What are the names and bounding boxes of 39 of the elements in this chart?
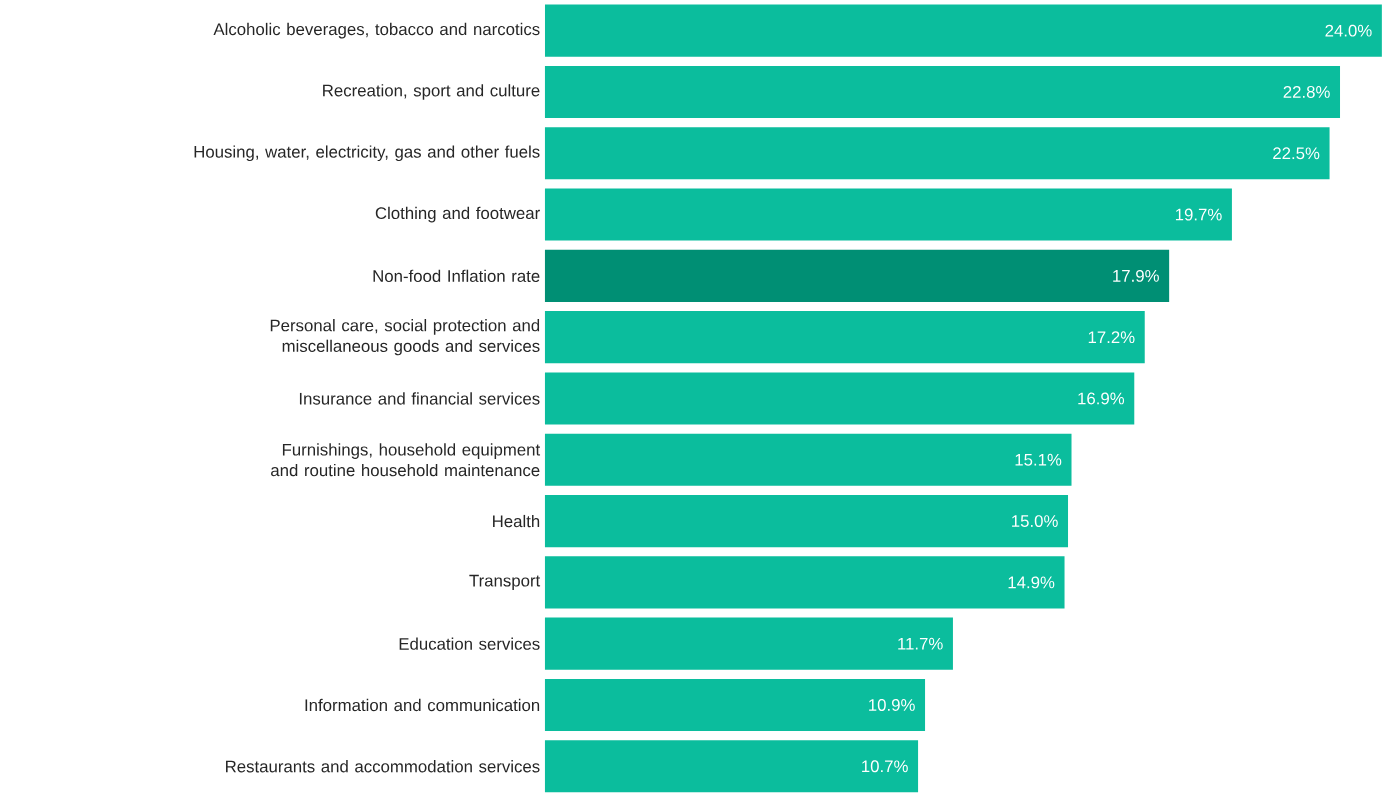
y-tick-label: Restaurants and accommodation services bbox=[226, 760, 540, 773]
y-tick-label: Personal care, social protection and miscellaneous goods and services bbox=[270, 319, 540, 356]
data-label: 19.7% bbox=[1175, 208, 1222, 221]
bar bbox=[544, 65, 1341, 119]
data-label: 10.9% bbox=[869, 699, 915, 711]
y-tick-label: Health bbox=[493, 514, 540, 528]
data-label: 22.5% bbox=[1273, 147, 1320, 160]
bar bbox=[544, 495, 1069, 548]
bar bbox=[544, 740, 919, 793]
data-label: 24.0% bbox=[1325, 24, 1372, 37]
y-tick-label: Insurance and financial services bbox=[299, 392, 540, 405]
y-tick-label: Alcoholic beverages, tobacco and narcotics bbox=[213, 22, 540, 39]
data-label: 17.2% bbox=[1088, 331, 1135, 344]
bar bbox=[544, 188, 1232, 241]
bar bbox=[544, 556, 1065, 609]
y-tick-label: Transport bbox=[469, 574, 541, 590]
y-tick-label: Housing, water, electricity, gas and other fuels bbox=[194, 145, 540, 162]
bar bbox=[544, 249, 1170, 302]
y-tick-label: Clothing and footwear bbox=[375, 206, 540, 223]
bar bbox=[544, 372, 1135, 425]
data-label: 16.9% bbox=[1078, 392, 1125, 405]
bar bbox=[544, 311, 1145, 364]
data-label: 11.7% bbox=[898, 637, 943, 650]
y-tick-label: Recreation, sport and culture bbox=[323, 84, 540, 100]
data-label: 10.7% bbox=[862, 760, 908, 773]
y-tick-label: Non-food Inflation rate bbox=[373, 269, 540, 283]
y-tick-label: Furnishings, household equipment and routine household maintenance bbox=[271, 443, 541, 477]
bar bbox=[544, 127, 1330, 180]
bar bbox=[544, 617, 953, 670]
data-label: 15.0% bbox=[1012, 515, 1058, 528]
bar bbox=[544, 433, 1072, 486]
bar bbox=[544, 678, 926, 732]
bar bbox=[544, 4, 1382, 57]
y-tick-label: Information and communication bbox=[305, 698, 540, 712]
data-label: 17.9% bbox=[1113, 269, 1159, 282]
data-label: 22.8% bbox=[1283, 86, 1330, 98]
data-label: 15.1% bbox=[1015, 453, 1062, 466]
y-tick-label: Education services bbox=[399, 637, 540, 650]
data-label: 14.9% bbox=[1008, 576, 1055, 589]
